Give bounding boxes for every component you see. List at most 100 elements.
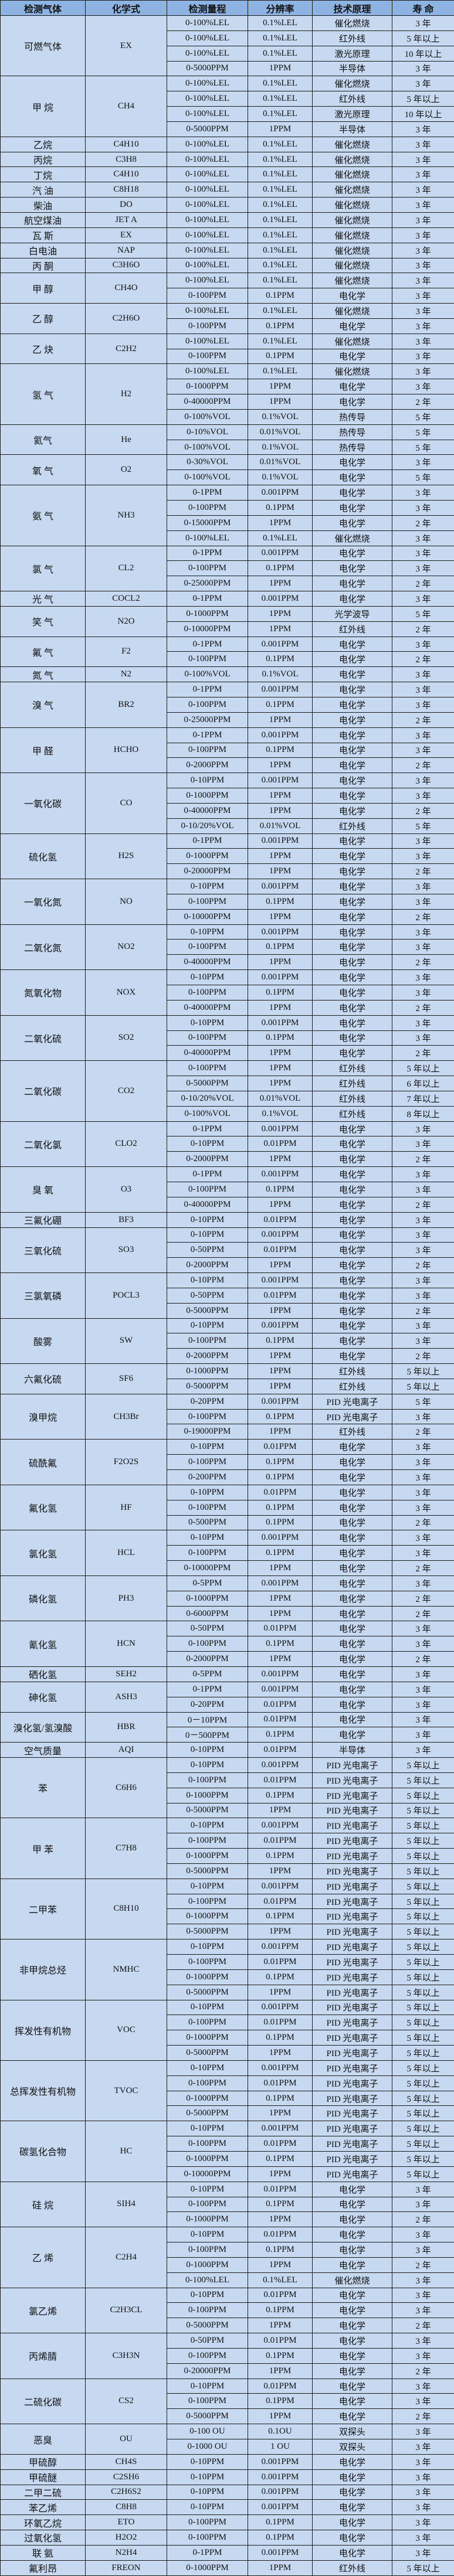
resolution-cell: 0.1PPM [248, 1182, 313, 1197]
resolution-cell: 1PPM [248, 1349, 313, 1364]
principle-cell: PID 光电离子 [313, 2091, 392, 2106]
resolution-cell: 0.01PPM [248, 1485, 313, 1500]
range-cell: 0-100%LEL [167, 273, 248, 288]
gas-name-cell: 甲 苯 [1, 1818, 86, 1879]
principle-cell: PID 光电离子 [313, 2166, 392, 2182]
lifespan-cell: 3 年 [392, 1485, 454, 1500]
range-cell: 0-10PPM [167, 1818, 248, 1833]
principle-cell: 催化燃烧 [313, 364, 392, 379]
gas-name-cell: 二甲苯 [1, 1879, 86, 1939]
principle-cell: 电化学 [313, 1636, 392, 1652]
formula-cell: VOC [86, 2000, 167, 2060]
gas-name-cell: 磷化氢 [1, 1575, 86, 1621]
principle-cell: PID 光电离子 [313, 1788, 392, 1803]
principle-cell: 电化学 [313, 561, 392, 576]
range-cell: 0-100PPM [167, 1772, 248, 1788]
principle-cell: 电化学 [313, 955, 392, 970]
gas-name-cell: 空气质量 [1, 1743, 86, 1758]
principle-cell: 电化学 [313, 1303, 392, 1318]
gas-name-cell: 甲硫醚 [1, 2469, 86, 2485]
principle-cell: PID 光电离子 [313, 1924, 392, 1939]
principle-cell: 电化学 [313, 2288, 392, 2303]
formula-cell: C2SH6 [86, 2469, 167, 2485]
range-cell: 0-1PPM [167, 637, 248, 652]
resolution-cell: 1PPM [248, 864, 313, 879]
lifespan-cell: 5 年以上 [392, 1833, 454, 1849]
formula-cell: FREON [86, 2560, 167, 2575]
principle-cell: 电化学 [313, 1243, 392, 1258]
resolution-cell: 0.001PPM [248, 2469, 313, 2485]
principle-cell: 电化学 [313, 1227, 392, 1243]
resolution-cell: 0.1PPM [248, 2197, 313, 2212]
principle-cell: 红外线 [313, 1424, 392, 1440]
lifespan-cell: 3 年 [392, 1212, 454, 1227]
lifespan-cell: 3 年 [392, 258, 454, 273]
principle-cell: 热传导 [313, 440, 392, 455]
range-cell: 0-40000PPM [167, 394, 248, 410]
principle-cell: 热传导 [313, 424, 392, 440]
lifespan-cell: 5 年以上 [392, 1863, 454, 1879]
range-cell: 0-100PPM [167, 318, 248, 334]
resolution-cell: 0.1PPM [248, 894, 313, 909]
resolution-cell: 0.1PPM [248, 940, 313, 955]
resolution-cell: 0.1PPM [248, 1727, 313, 1743]
range-cell: 0-100PPM [167, 2530, 248, 2546]
lifespan-cell: 2 年 [392, 2212, 454, 2227]
lifespan-cell: 5 年 [392, 440, 454, 455]
principle-cell: PID 光电离子 [313, 1955, 392, 1970]
range-cell: 0-10PPM [167, 2000, 248, 2015]
resolution-cell: 0.001PPM [248, 1121, 313, 1136]
lifespan-cell: 5 年以上 [392, 2560, 454, 2575]
resolution-cell: 1PPM [248, 1985, 313, 2000]
principle-cell: 电化学 [313, 2545, 392, 2560]
lifespan-cell: 3 年 [392, 1333, 454, 1349]
formula-cell: C7H8 [86, 1818, 167, 1879]
resolution-cell: 0.001PPM [248, 2454, 313, 2469]
resolution-cell: 0.1PPM [248, 1500, 313, 1515]
range-cell: 0-10PPM [167, 2469, 248, 2485]
gas-name-cell: 三氧化硫 [1, 1227, 86, 1273]
range-cell: 0-1PPM [167, 546, 248, 561]
lifespan-cell: 2 年 [392, 758, 454, 773]
resolution-cell: 0.1%LEL [248, 243, 313, 258]
resolution-cell: 0.01%VOL [248, 1091, 313, 1106]
range-cell: 0-100PPM [167, 288, 248, 304]
lifespan-cell: 5 年以上 [392, 1985, 454, 2000]
resolution-cell: 0.01PPM [248, 1833, 313, 1849]
resolution-cell: 0.1%LEL [248, 364, 313, 379]
principle-cell: PID 光电离子 [313, 1849, 392, 1864]
range-cell: 0-10000PPM [167, 909, 248, 924]
principle-cell: 电化学 [313, 1152, 392, 1167]
resolution-cell: 0.001PPM [248, 2121, 313, 2136]
range-cell: 0-1000PPM [167, 1909, 248, 1924]
resolution-cell: 0.01PPM [248, 1772, 313, 1788]
principle-cell: 电化学 [313, 546, 392, 561]
lifespan-cell: 2 年 [392, 803, 454, 818]
resolution-cell: 0.01PPM [248, 1697, 313, 1712]
range-cell: 0-5000PPM [167, 1985, 248, 2000]
resolution-cell: 1PPM [248, 621, 313, 637]
lifespan-cell: 3 年 [392, 667, 454, 682]
principle-cell: 电化学 [313, 1318, 392, 1333]
gas-name-cell: 乙 炔 [1, 334, 86, 364]
principle-cell: PID 光电离子 [313, 1772, 392, 1788]
formula-cell: CLO2 [86, 1121, 167, 1167]
formula-cell: C2H4 [86, 2227, 167, 2288]
lifespan-cell: 2 年 [392, 1046, 454, 1061]
lifespan-cell: 3 年 [392, 2454, 454, 2469]
principle-cell: 催化燃烧 [313, 258, 392, 273]
principle-cell: 电化学 [313, 970, 392, 985]
lifespan-cell: 3 年 [392, 334, 454, 349]
lifespan-cell: 2 年 [392, 2318, 454, 2333]
lifespan-cell: 2 年 [392, 394, 454, 410]
range-cell: 0-100%LEL [167, 76, 248, 91]
lifespan-cell: 3 年 [392, 1455, 454, 1470]
principle-cell: 电化学 [313, 743, 392, 758]
resolution-cell: 0.1%LEL [248, 30, 313, 46]
principle-cell: 红外线 [313, 30, 392, 46]
